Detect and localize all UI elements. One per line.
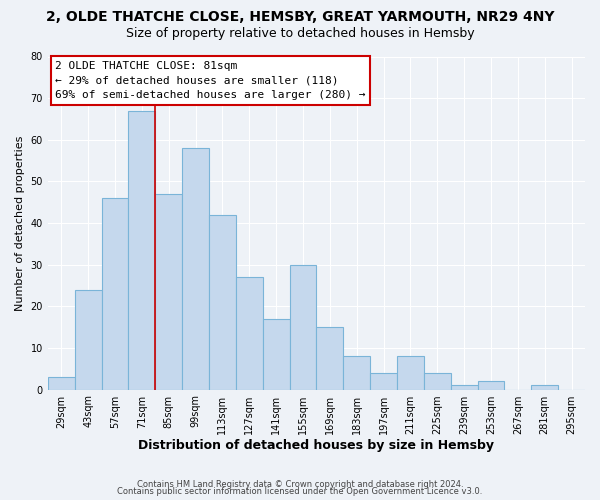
Text: Size of property relative to detached houses in Hemsby: Size of property relative to detached ho… xyxy=(125,28,475,40)
Bar xyxy=(370,373,397,390)
Bar xyxy=(424,373,451,390)
Bar xyxy=(48,377,74,390)
Bar xyxy=(128,110,155,390)
Bar xyxy=(74,290,101,390)
Text: 2 OLDE THATCHE CLOSE: 81sqm
← 29% of detached houses are smaller (118)
69% of se: 2 OLDE THATCHE CLOSE: 81sqm ← 29% of det… xyxy=(55,60,366,100)
Text: 2, OLDE THATCHE CLOSE, HEMSBY, GREAT YARMOUTH, NR29 4NY: 2, OLDE THATCHE CLOSE, HEMSBY, GREAT YAR… xyxy=(46,10,554,24)
Y-axis label: Number of detached properties: Number of detached properties xyxy=(15,136,25,310)
Bar xyxy=(236,277,263,390)
Bar xyxy=(316,327,343,390)
Bar xyxy=(531,386,558,390)
Bar xyxy=(397,356,424,390)
Text: Contains HM Land Registry data © Crown copyright and database right 2024.: Contains HM Land Registry data © Crown c… xyxy=(137,480,463,489)
X-axis label: Distribution of detached houses by size in Hemsby: Distribution of detached houses by size … xyxy=(139,440,494,452)
Bar xyxy=(290,264,316,390)
Bar xyxy=(155,194,182,390)
Bar xyxy=(263,319,290,390)
Bar xyxy=(343,356,370,390)
Bar xyxy=(209,214,236,390)
Bar xyxy=(478,382,505,390)
Bar xyxy=(101,198,128,390)
Text: Contains public sector information licensed under the Open Government Licence v3: Contains public sector information licen… xyxy=(118,488,482,496)
Bar xyxy=(182,148,209,390)
Bar xyxy=(451,386,478,390)
